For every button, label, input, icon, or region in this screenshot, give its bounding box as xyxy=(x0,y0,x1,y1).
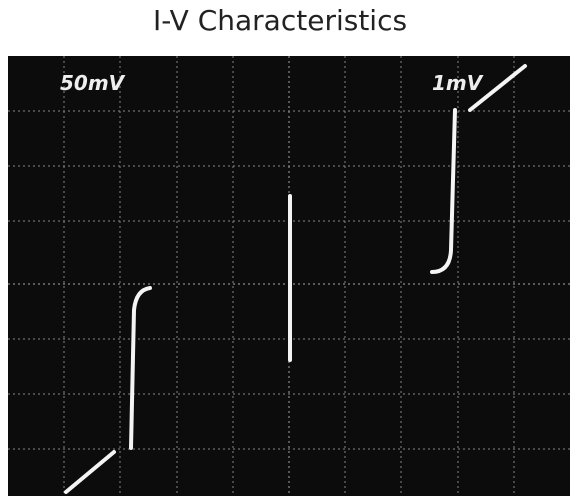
scale-label: 50mV xyxy=(60,71,126,95)
oscilloscope-screen: 50mV 1mV xyxy=(8,56,570,496)
scale-label: 1mV xyxy=(432,71,484,95)
page: I-V Characteristics 5 xyxy=(0,0,577,498)
title: I-V Characteristics xyxy=(153,4,407,37)
